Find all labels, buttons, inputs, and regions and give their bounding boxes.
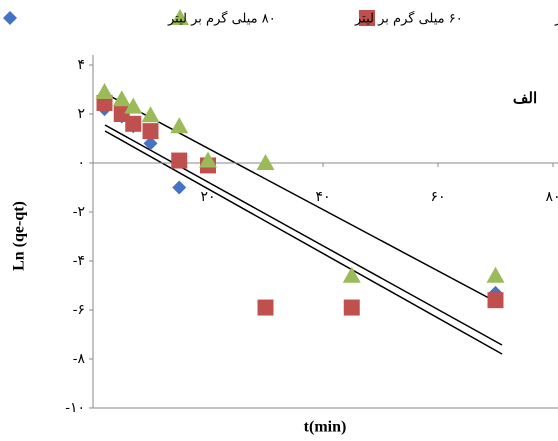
trend-line [104,124,503,346]
y-tick-label: -۸ [73,351,86,367]
legend-label: ۶۰ میلی گرم بر لیتر [354,11,463,27]
marker [172,180,187,195]
y-tick-label: ۰ [77,155,85,171]
y-tick-label: -۴ [73,253,85,269]
marker [342,266,361,283]
y-tick-label: -۱۰ [65,400,85,416]
x-tick-label: ۸۰ [545,189,558,205]
legend-marker [3,11,17,25]
y-axis-label: Ln (qe-qt) [11,201,28,271]
chart-title: الف [513,89,537,107]
marker [359,10,375,26]
marker [171,9,189,25]
x-tick-label: ۶۰ [430,189,445,205]
marker [141,106,160,123]
marker [96,94,113,111]
x-axis-label: t(min) [304,419,347,436]
y-tick-label: -۶ [73,302,85,318]
marker [486,266,505,283]
marker [487,292,504,309]
marker [170,117,189,134]
marker [256,154,275,170]
marker [124,97,143,114]
legend-label: ۴۰ میلی گرم بر لیتر [554,11,558,27]
marker [171,152,188,169]
marker [199,151,217,168]
marker [112,90,131,107]
marker [95,82,114,99]
y-tick-label: ۴ [77,57,85,73]
y-tick-label: ۲ [77,106,85,122]
legend-label: ۸۰ میلی گرم بر لیتر [167,11,276,27]
y-tick-label: -۲ [73,204,85,220]
x-tick-label: ۴۰ [315,189,330,205]
marker [143,136,158,151]
marker [343,299,360,316]
x-tick-label: ۲۰ [200,189,215,205]
trend-line [104,130,503,355]
marker [142,123,159,140]
marker [125,115,142,132]
marker [257,299,274,316]
